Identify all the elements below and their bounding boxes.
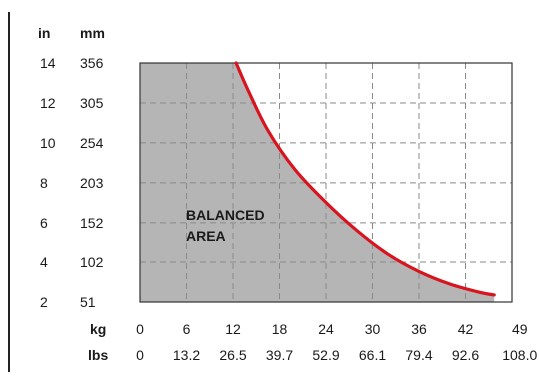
left-rule	[8, 12, 10, 372]
x-unit-lbs: lbs	[88, 347, 108, 363]
y-unit-mm: mm	[80, 25, 105, 41]
x-tick-label-kg: 30	[365, 321, 381, 337]
y-tick-label-in: 8	[40, 175, 48, 191]
x-tick-label-lbs: 66.1	[359, 347, 386, 363]
x-tick-label-kg: 18	[272, 321, 288, 337]
x-tick-label-lbs: 26.5	[219, 347, 246, 363]
y-tick-label-mm: 102	[80, 254, 104, 270]
area-label-line-2: AREA	[186, 228, 226, 244]
x-tick-label-lbs: 0	[136, 347, 144, 363]
x-tick-label-lbs: 13.2	[173, 347, 200, 363]
area-label-line-1: BALANCED	[186, 207, 265, 223]
plot-area: BALANCED AREA	[139, 61, 513, 303]
x-tick-label-kg: 36	[411, 321, 427, 337]
y-tick-label-mm: 254	[80, 135, 104, 151]
y-tick-label-in: 14	[40, 55, 56, 71]
y-tick-label-in: 6	[40, 215, 48, 231]
y-tick-label-mm: 152	[80, 215, 104, 231]
y-tick-label-in: 2	[40, 294, 48, 310]
y-tick-label-in: 12	[40, 95, 56, 111]
x-tick-label-kg: 24	[318, 321, 334, 337]
x-unit-kg: kg	[90, 321, 106, 337]
y-tick-label-mm: 51	[80, 294, 96, 310]
tick-labels: 14 356 12 305 10 254 8 203 6 152 4 102 2 51 kg lbs 0 0 6 13…	[40, 55, 537, 363]
x-tick-label-lbs: 39.7	[266, 347, 293, 363]
x-tick-label-kg: 42	[458, 321, 474, 337]
balance-limit-curve	[234, 61, 496, 297]
x-tick-label-lbs: 79.4	[405, 347, 432, 363]
x-tick-label-lbs: 52.9	[312, 347, 339, 363]
unit-headers: in mm	[38, 25, 105, 41]
x-tick-label-lbs: 92.6	[452, 347, 479, 363]
plot-frame	[139, 62, 513, 303]
balanced-area-fill	[140, 63, 495, 302]
y-tick-label-in: 4	[40, 254, 48, 270]
x-tick-label-lbs: 108.0	[502, 347, 537, 363]
y-tick-label-mm: 305	[80, 95, 104, 111]
y-tick-label-in: 10	[40, 135, 56, 151]
x-tick-label-kg: 49	[512, 321, 528, 337]
x-tick-label-kg: 0	[136, 321, 144, 337]
y-tick-label-mm: 203	[80, 175, 104, 191]
y-tick-label-mm: 356	[80, 55, 104, 71]
y-unit-in: in	[38, 25, 50, 41]
x-tick-label-kg: 12	[225, 321, 241, 337]
x-tick-label-kg: 6	[183, 321, 191, 337]
